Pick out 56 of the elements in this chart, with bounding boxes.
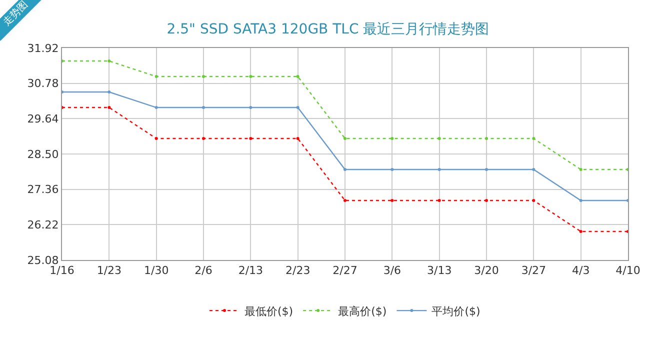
x-tick-label: 1/30 <box>144 264 169 278</box>
point <box>532 137 536 140</box>
point <box>108 60 111 63</box>
y-tick-label: 29.64 <box>27 112 59 126</box>
legend-label: 平均价($) <box>432 304 480 318</box>
point <box>438 198 441 202</box>
point <box>344 137 346 140</box>
point <box>249 137 252 140</box>
x-tick-label: 2/27 <box>332 264 358 278</box>
point <box>438 137 441 140</box>
point <box>108 90 111 94</box>
point <box>344 198 346 202</box>
point <box>154 106 158 110</box>
point <box>390 137 394 140</box>
x-tick-label: 4/3 <box>572 264 590 278</box>
x-tick-label: 2/6 <box>194 264 212 278</box>
point <box>485 198 488 202</box>
legend-label: 最高价($) <box>338 304 387 318</box>
point <box>296 75 300 78</box>
point <box>579 230 582 233</box>
y-tick-label: 27.36 <box>27 183 59 196</box>
point <box>108 106 111 110</box>
point <box>202 137 205 140</box>
x-tick-label: 3/20 <box>474 264 499 278</box>
point <box>249 106 252 110</box>
point <box>438 168 441 171</box>
point <box>390 198 394 202</box>
legend-label: 最低价($) <box>244 304 294 318</box>
point <box>296 106 300 110</box>
y-tick-label: 30.78 <box>27 77 59 90</box>
y-tick-label: 31.92 <box>27 42 59 55</box>
line-series <box>62 60 628 171</box>
y-tick-label: 26.22 <box>27 218 59 232</box>
x-tick-label: 1/16 <box>50 264 74 278</box>
point <box>249 75 252 78</box>
point <box>579 198 582 202</box>
x-tick-label: 2/23 <box>285 264 310 278</box>
x-tick-label: 3/27 <box>521 264 546 278</box>
y-tick-label: 25.08 <box>27 254 59 267</box>
point <box>579 168 582 171</box>
point <box>154 137 158 140</box>
point <box>390 168 394 171</box>
point <box>154 75 158 78</box>
point <box>532 198 536 202</box>
point <box>296 137 300 140</box>
line-series <box>62 106 628 233</box>
x-tick-label: 4/10 <box>616 264 640 278</box>
y-tick-label: 28.50 <box>27 148 59 161</box>
line-series <box>62 90 628 202</box>
x-tick-label: 2/13 <box>238 264 264 278</box>
point <box>202 75 205 78</box>
chart-title: 2.5" SSD SATA3 120GB TLC 最近三月行情走势图 <box>166 21 490 38</box>
x-tick-label: 3/6 <box>383 264 402 278</box>
x-tick-label: 3/13 <box>426 264 452 278</box>
x-tick-label: 1/23 <box>96 264 122 278</box>
point <box>532 168 536 171</box>
